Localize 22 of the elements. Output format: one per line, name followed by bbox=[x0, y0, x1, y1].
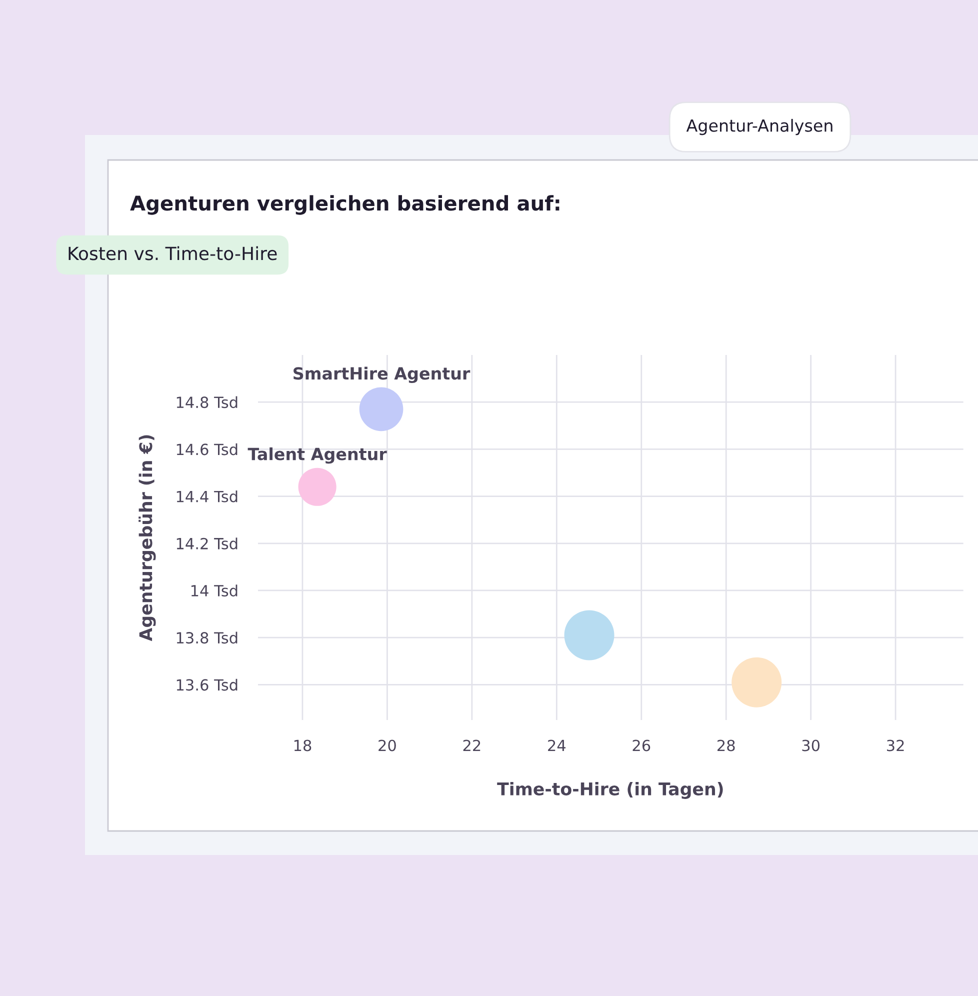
chart-subtitle: Kosten vs. Time-to-Hire bbox=[68, 246, 277, 260]
x-tick-label: 28 bbox=[718, 740, 735, 752]
y-axis-title: Agenturgebühr (in €) bbox=[138, 435, 156, 642]
series-label: SmartHire Agentur bbox=[294, 366, 470, 384]
y-tick-label: 13.6 Tsd bbox=[176, 678, 238, 691]
y-tick-label: 14.2 Tsd bbox=[176, 538, 238, 550]
x-tick-label: 32 bbox=[886, 740, 904, 752]
series-label: Talent Agentur bbox=[248, 447, 387, 464]
y-tick-label: 14 Tsd bbox=[191, 584, 238, 597]
y-tick-label: 14.6 Tsd bbox=[176, 443, 238, 456]
x-tick-label: 22 bbox=[463, 740, 480, 752]
x-tick-label: 24 bbox=[548, 740, 566, 752]
y-tick-label: 14.4 Tsd bbox=[176, 490, 238, 502]
x-tick-label: 26 bbox=[632, 740, 650, 752]
x-tick-label: 20 bbox=[378, 740, 396, 752]
chart-title: Agenturen vergleichen basierend auf: bbox=[130, 195, 560, 215]
y-tick-label: 14.8 Tsd bbox=[176, 396, 238, 408]
text: Agentur-Analysen bbox=[686, 118, 832, 136]
x-axis-title: Time-to-Hire (in Tagen) bbox=[497, 782, 723, 799]
y-tick-label: 13.8 Tsd bbox=[176, 632, 238, 644]
x-tick-label: 18 bbox=[294, 740, 312, 752]
x-tick-label: 30 bbox=[802, 740, 820, 752]
